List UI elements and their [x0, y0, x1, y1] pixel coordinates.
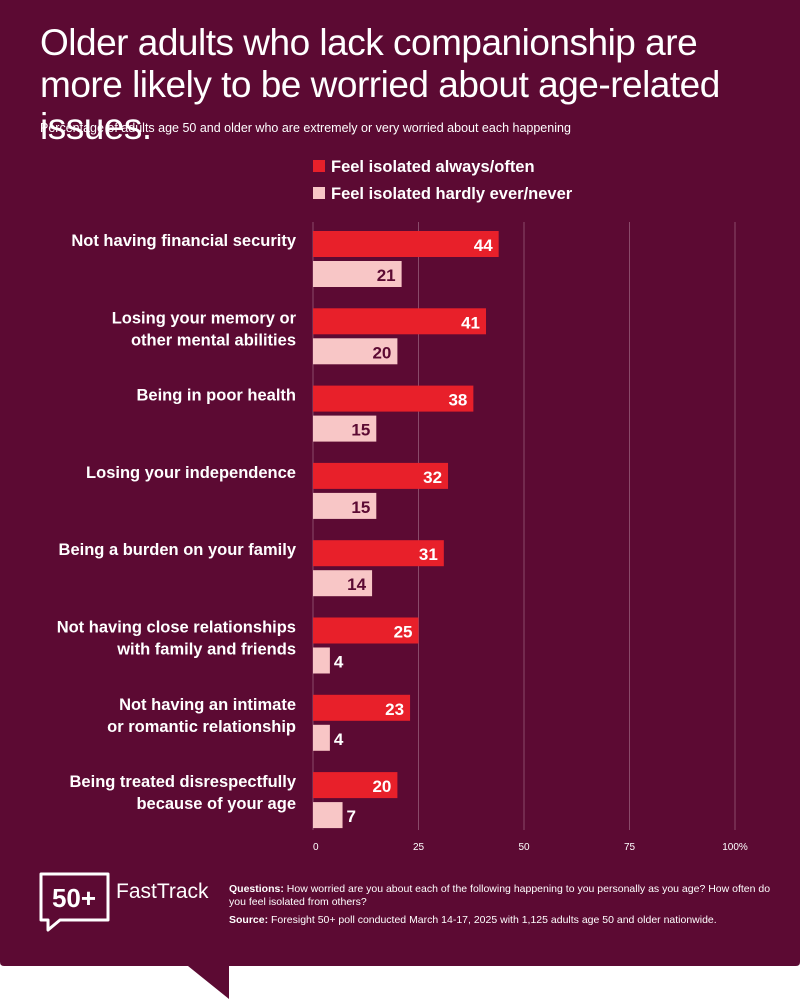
value-label: 14: [347, 575, 366, 594]
chart-title: Older adults who lack companionship are …: [40, 22, 720, 147]
tick-label: 75: [624, 842, 636, 853]
legend-label: Feel isolated always/often: [331, 158, 535, 176]
category-label: Losing your memory or: [112, 309, 297, 327]
category-label: or romantic relationship: [107, 718, 296, 736]
category-label: Not having an intimate: [119, 696, 296, 714]
value-label: 20: [372, 343, 391, 362]
value-label: 38: [448, 391, 467, 410]
bar-not-isolated: [313, 724, 330, 751]
value-label: 25: [394, 623, 413, 642]
bar-not-isolated: [313, 570, 373, 597]
category-label: Being a burden on your family: [59, 541, 297, 559]
bar-isolated: [313, 385, 474, 412]
bar-isolated: [313, 462, 449, 489]
value-label: 7: [347, 807, 356, 826]
chart-subtitle: Percentage of adults age 50 and older wh…: [40, 121, 571, 135]
value-label: 15: [351, 498, 370, 517]
source-label: Source:: [229, 914, 269, 926]
source-note: Source: Foresight 50+ poll conducted Mar…: [229, 914, 789, 927]
category-label: Being treated disrespectfully: [70, 773, 297, 791]
bar-not-isolated: [313, 415, 377, 442]
value-label: 44: [474, 236, 493, 255]
bar-not-isolated: [313, 492, 377, 519]
logo-name: FastTrack: [116, 880, 209, 903]
category-label: Not having close relationships: [57, 619, 296, 637]
source-text: Foresight 50+ poll conducted March 14-17…: [271, 914, 717, 926]
questions-text: How worried are you about each of the fo…: [229, 883, 771, 908]
questions-label: Questions:: [229, 883, 284, 895]
value-label: 21: [377, 266, 396, 285]
value-label: 4: [334, 730, 344, 749]
category-label: Losing your independence: [86, 464, 296, 482]
bar-isolated: [313, 617, 419, 644]
bar-not-isolated: [313, 338, 398, 365]
value-label: 32: [423, 468, 442, 487]
bar-not-isolated: [313, 261, 402, 287]
value-label: 15: [351, 421, 370, 440]
category-label: with family and friends: [116, 641, 296, 659]
bar-isolated: [313, 772, 398, 799]
tick-label: 100%: [722, 842, 748, 853]
footer-notes: Questions: How worried are you about eac…: [229, 883, 789, 932]
bar-not-isolated: [313, 647, 330, 674]
value-label: 41: [461, 313, 480, 332]
category-label: Not having financial security: [71, 232, 296, 250]
tick-label: 25: [413, 842, 425, 853]
value-label: 31: [419, 545, 438, 564]
logo-mark: 50+: [52, 883, 96, 913]
bar-chart: 0 25 50 75 100% Feel isolated always/often Fee…: [57, 158, 748, 853]
bar-isolated: [313, 540, 444, 567]
legend-label: Feel isolated hardly ever/never: [331, 185, 573, 203]
tick-label: 50: [518, 842, 530, 853]
category-label: other mental abilities: [131, 331, 296, 349]
value-label: 20: [372, 777, 391, 796]
bar-isolated: [313, 694, 411, 721]
fasttrack-logo: 50+: [39, 872, 110, 932]
legend-swatch: [313, 187, 325, 199]
tick-label: 0: [313, 842, 319, 853]
value-label: 4: [334, 653, 344, 672]
category-label: because of your age: [136, 795, 296, 813]
speech-bubble-icon: [39, 872, 110, 932]
value-label: 23: [385, 700, 404, 719]
bar-isolated: [313, 231, 499, 257]
bar-isolated: [313, 308, 487, 335]
questions-note: Questions: How worried are you about eac…: [229, 883, 789, 909]
bar-not-isolated: [313, 802, 343, 829]
category-label: Being in poor health: [137, 387, 297, 405]
legend-swatch: [313, 160, 325, 172]
